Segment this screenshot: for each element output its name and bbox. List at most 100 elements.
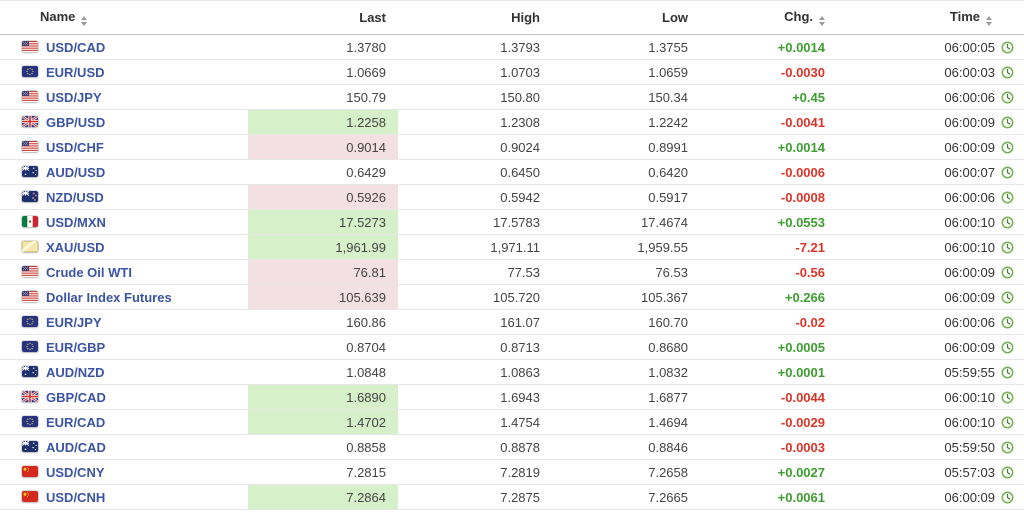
clock-icon	[1001, 491, 1014, 504]
last-cell: 1.4702	[248, 409, 398, 435]
time-cell: 06:00:06	[837, 84, 1024, 110]
high-cell: 1.6943	[398, 384, 552, 410]
clock-icon	[1001, 116, 1014, 129]
gb-flag	[22, 116, 38, 128]
time-cell: 06:00:06	[837, 309, 1024, 335]
time-value: 06:00:06	[944, 89, 995, 105]
gold-icon	[22, 241, 38, 253]
column-header-chg[interactable]: Chg.	[700, 0, 837, 35]
column-header-time[interactable]: Time	[837, 0, 1024, 35]
last-cell: 160.86	[248, 309, 398, 335]
time-value: 06:00:09	[944, 339, 995, 355]
high-cell: 0.6450	[398, 159, 552, 185]
us-flag	[22, 266, 38, 278]
table-body: USD/CAD 1.3780 1.3793 1.3755 +0.0014 06:…	[0, 34, 1024, 510]
name-cell: AUD/CAD	[0, 434, 248, 460]
time-cell: 06:00:10	[837, 384, 1024, 410]
instrument-link[interactable]: NZD/USD	[46, 190, 104, 206]
clock-icon	[1001, 416, 1014, 429]
last-cell: 1.3780	[248, 34, 398, 60]
instrument-link[interactable]: Crude Oil WTI	[46, 265, 132, 281]
last-cell: 0.5926	[248, 184, 398, 210]
instrument-link[interactable]: USD/CNH	[46, 490, 106, 506]
name-cell: AUD/USD	[0, 159, 248, 185]
instrument-link[interactable]: Dollar Index Futures	[46, 290, 172, 306]
instrument-link[interactable]: USD/JPY	[46, 90, 102, 106]
table-row: USD/CNH 7.2864 7.2875 7.2665 +0.0061 06:…	[0, 484, 1024, 510]
time-cell: 06:00:06	[837, 184, 1024, 210]
time-value: 06:00:05	[944, 39, 995, 55]
instrument-link[interactable]: AUD/USD	[46, 165, 106, 181]
last-cell: 105.639	[248, 284, 398, 310]
low-cell: 1.4694	[552, 409, 700, 435]
sort-icon	[819, 16, 825, 26]
table-row: EUR/JPY 160.86 161.07 160.70 -0.02 06:00…	[0, 309, 1024, 335]
table-row: NZD/USD 0.5926 0.5942 0.5917 -0.0008 06:…	[0, 184, 1024, 210]
instrument-link[interactable]: USD/CAD	[46, 40, 106, 56]
clock-icon	[1001, 291, 1014, 304]
high-cell: 1.3793	[398, 34, 552, 60]
clock-icon	[1001, 191, 1014, 204]
time-cell: 06:00:09	[837, 284, 1024, 310]
time-cell: 06:00:09	[837, 109, 1024, 135]
instrument-link[interactable]: AUD/CAD	[46, 440, 106, 456]
table-header: Name Last High Low Chg. Time	[0, 0, 1024, 35]
column-header-name[interactable]: Name	[0, 0, 248, 35]
last-cell: 0.8858	[248, 434, 398, 460]
name-cell: USD/CAD	[0, 34, 248, 60]
instrument-link[interactable]: EUR/GBP	[46, 340, 106, 356]
time-cell: 06:00:05	[837, 34, 1024, 60]
time-value: 06:00:09	[944, 139, 995, 155]
last-cell: 1.2258	[248, 109, 398, 135]
clock-icon	[1001, 141, 1014, 154]
change-cell: +0.0005	[700, 334, 837, 360]
low-cell: 7.2665	[552, 484, 700, 510]
name-cell: EUR/JPY	[0, 309, 248, 335]
low-cell: 1.2242	[552, 109, 700, 135]
low-cell: 105.367	[552, 284, 700, 310]
high-cell: 0.8878	[398, 434, 552, 460]
low-cell: 0.6420	[552, 159, 700, 185]
table-row: AUD/NZD 1.0848 1.0863 1.0832 +0.0001 05:…	[0, 359, 1024, 385]
change-cell: -0.56	[700, 259, 837, 285]
instrument-link[interactable]: EUR/USD	[46, 65, 105, 81]
high-cell: 0.8713	[398, 334, 552, 360]
column-header-last[interactable]: Last	[248, 0, 398, 35]
low-cell: 0.8846	[552, 434, 700, 460]
name-cell: USD/CNY	[0, 459, 248, 485]
instrument-link[interactable]: EUR/JPY	[46, 315, 102, 331]
clock-icon	[1001, 91, 1014, 104]
instrument-link[interactable]: EUR/CAD	[46, 415, 106, 431]
time-cell: 06:00:09	[837, 134, 1024, 160]
instrument-link[interactable]: USD/CHF	[46, 140, 104, 156]
column-header-low[interactable]: Low	[552, 0, 700, 35]
clock-icon	[1001, 341, 1014, 354]
low-cell: 0.8991	[552, 134, 700, 160]
time-cell: 05:57:03	[837, 459, 1024, 485]
instrument-link[interactable]: USD/CNY	[46, 465, 105, 481]
low-cell: 7.2658	[552, 459, 700, 485]
name-cell: NZD/USD	[0, 184, 248, 210]
name-cell: GBP/CAD	[0, 384, 248, 410]
table-row: GBP/USD 1.2258 1.2308 1.2242 -0.0041 06:…	[0, 109, 1024, 135]
instrument-link[interactable]: AUD/NZD	[46, 365, 105, 381]
time-value: 06:00:06	[944, 189, 995, 205]
last-cell: 17.5273	[248, 209, 398, 235]
us-flag	[22, 141, 38, 153]
change-cell: -0.0029	[700, 409, 837, 435]
change-cell: +0.0001	[700, 359, 837, 385]
instrument-link[interactable]: GBP/USD	[46, 115, 106, 131]
high-cell: 150.80	[398, 84, 552, 110]
time-cell: 05:59:55	[837, 359, 1024, 385]
instrument-link[interactable]: XAU/USD	[46, 240, 105, 256]
name-cell: USD/MXN	[0, 209, 248, 235]
table-row: USD/JPY 150.79 150.80 150.34 +0.45 06:00…	[0, 84, 1024, 110]
column-header-high[interactable]: High	[398, 0, 552, 35]
instrument-link[interactable]: GBP/CAD	[46, 390, 106, 406]
last-cell: 0.8704	[248, 334, 398, 360]
us-flag	[22, 41, 38, 53]
name-cell: Dollar Index Futures	[0, 284, 248, 310]
instrument-link[interactable]: USD/MXN	[46, 215, 106, 231]
change-cell: +0.45	[700, 84, 837, 110]
name-cell: EUR/CAD	[0, 409, 248, 435]
